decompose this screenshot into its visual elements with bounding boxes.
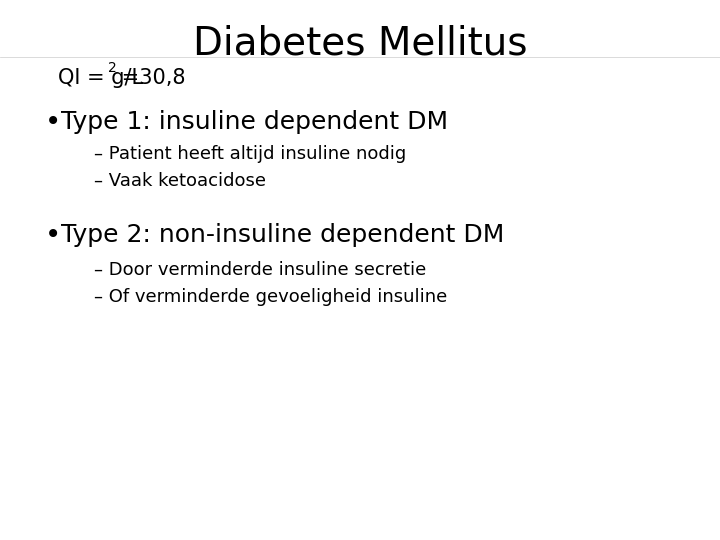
Text: – Of verminderde gevoeligheid insuline: – Of verminderde gevoeligheid insuline <box>94 288 447 306</box>
Text: •: • <box>45 221 61 249</box>
Text: Diabetes Mellitus: Diabetes Mellitus <box>193 24 527 62</box>
Text: Type 2: non-insuline dependent DM: Type 2: non-insuline dependent DM <box>61 223 505 247</box>
Text: – Patient heeft altijd insuline nodig: – Patient heeft altijd insuline nodig <box>94 145 406 163</box>
Text: Type 1: insuline dependent DM: Type 1: insuline dependent DM <box>61 110 449 133</box>
Text: – Vaak ketoacidose: – Vaak ketoacidose <box>94 172 266 190</box>
Text: =30,8: =30,8 <box>115 68 186 87</box>
Text: 2: 2 <box>108 61 117 75</box>
Text: – Door verminderde insuline secretie: – Door verminderde insuline secretie <box>94 261 426 279</box>
Text: QI = g/L: QI = g/L <box>58 68 143 87</box>
Text: •: • <box>45 107 61 136</box>
